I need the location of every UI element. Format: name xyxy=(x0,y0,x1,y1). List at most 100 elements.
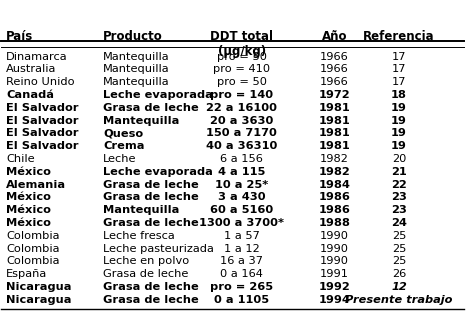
Text: 1981: 1981 xyxy=(318,103,350,113)
Text: 1991: 1991 xyxy=(320,269,349,279)
Text: 17: 17 xyxy=(392,64,406,74)
Text: 1990: 1990 xyxy=(320,243,349,254)
Text: Producto: Producto xyxy=(103,30,163,43)
Text: 16 a 37: 16 a 37 xyxy=(220,256,263,266)
Text: Chile: Chile xyxy=(6,154,35,164)
Text: pro = 265: pro = 265 xyxy=(210,282,273,292)
Text: pro = 410: pro = 410 xyxy=(213,64,271,74)
Text: 21: 21 xyxy=(391,167,407,177)
Text: 60 a 5160: 60 a 5160 xyxy=(210,205,273,215)
Text: 24: 24 xyxy=(391,218,407,228)
Text: Mantequilla: Mantequilla xyxy=(103,64,170,74)
Text: 1982: 1982 xyxy=(320,154,349,164)
Text: 1984: 1984 xyxy=(318,179,350,190)
Text: 26: 26 xyxy=(392,269,406,279)
Text: 3 a 430: 3 a 430 xyxy=(218,192,265,202)
Text: El Salvador: El Salvador xyxy=(6,103,79,113)
Text: 18: 18 xyxy=(391,90,407,100)
Text: 20: 20 xyxy=(392,154,406,164)
Text: 22: 22 xyxy=(391,179,407,190)
Text: 17: 17 xyxy=(392,77,406,87)
Text: 1966: 1966 xyxy=(320,64,349,74)
Text: El Salvador: El Salvador xyxy=(6,141,79,151)
Text: pro = 50: pro = 50 xyxy=(217,77,267,87)
Text: Nicaragua: Nicaragua xyxy=(6,295,72,305)
Text: 0 a 164: 0 a 164 xyxy=(220,269,263,279)
Text: 25: 25 xyxy=(392,243,406,254)
Text: Referencia: Referencia xyxy=(363,30,435,43)
Text: 25: 25 xyxy=(392,256,406,266)
Text: Grasa de leche: Grasa de leche xyxy=(103,269,189,279)
Text: 1988: 1988 xyxy=(318,218,350,228)
Text: 1966: 1966 xyxy=(320,77,349,87)
Text: 40 a 36310: 40 a 36310 xyxy=(206,141,278,151)
Text: 10 a 25*: 10 a 25* xyxy=(215,179,268,190)
Text: 19: 19 xyxy=(391,141,407,151)
Text: Leche evaporada: Leche evaporada xyxy=(103,167,213,177)
Text: Grasa de leche: Grasa de leche xyxy=(103,218,199,228)
Text: 23: 23 xyxy=(391,192,407,202)
Text: Grasa de leche: Grasa de leche xyxy=(103,179,199,190)
Text: El Salvador: El Salvador xyxy=(6,128,79,138)
Text: 1992: 1992 xyxy=(318,282,350,292)
Text: Presente trabajo: Presente trabajo xyxy=(345,295,453,305)
Text: Mantequilla: Mantequilla xyxy=(103,205,179,215)
Text: 1981: 1981 xyxy=(318,141,350,151)
Text: México: México xyxy=(6,192,51,202)
Text: 150 a 7170: 150 a 7170 xyxy=(206,128,277,138)
Text: Reino Unido: Reino Unido xyxy=(6,77,74,87)
Text: 19: 19 xyxy=(391,128,407,138)
Text: Leche: Leche xyxy=(103,154,137,164)
Text: El Salvador: El Salvador xyxy=(6,115,79,126)
Text: 1986: 1986 xyxy=(318,192,350,202)
Text: Crema: Crema xyxy=(103,141,145,151)
Text: País: País xyxy=(6,30,33,43)
Text: Grasa de leche: Grasa de leche xyxy=(103,103,199,113)
Text: Grasa de leche: Grasa de leche xyxy=(103,282,199,292)
Text: 1 a 57: 1 a 57 xyxy=(224,231,260,241)
Text: 20 a 3630: 20 a 3630 xyxy=(210,115,273,126)
Text: 1300 a 3700*: 1300 a 3700* xyxy=(199,218,284,228)
Text: Mantequilla: Mantequilla xyxy=(103,77,170,87)
Text: Leche en polvo: Leche en polvo xyxy=(103,256,190,266)
Text: Australia: Australia xyxy=(6,64,56,74)
Text: Mantequilla: Mantequilla xyxy=(103,52,170,61)
Text: Colombia: Colombia xyxy=(6,231,59,241)
Text: 12: 12 xyxy=(391,282,407,292)
Text: 25: 25 xyxy=(392,231,406,241)
Text: 1990: 1990 xyxy=(320,231,349,241)
Text: Alemania: Alemania xyxy=(6,179,66,190)
Text: México: México xyxy=(6,205,51,215)
Text: 1981: 1981 xyxy=(318,115,350,126)
Text: 23: 23 xyxy=(391,205,407,215)
Text: 6 a 156: 6 a 156 xyxy=(220,154,263,164)
Text: Queso: Queso xyxy=(103,128,143,138)
Text: pro = 50: pro = 50 xyxy=(217,52,267,61)
Text: 1 a 12: 1 a 12 xyxy=(224,243,260,254)
Text: 1982: 1982 xyxy=(318,167,350,177)
Text: Colombia: Colombia xyxy=(6,256,59,266)
Text: Nicaragua: Nicaragua xyxy=(6,282,72,292)
Text: Año: Año xyxy=(322,30,347,43)
Text: 17: 17 xyxy=(392,52,406,61)
Text: 19: 19 xyxy=(391,115,407,126)
Text: 1994: 1994 xyxy=(318,295,350,305)
Text: México: México xyxy=(6,218,51,228)
Text: 22 a 16100: 22 a 16100 xyxy=(206,103,277,113)
Text: DDT total
(μg/kg): DDT total (μg/kg) xyxy=(210,30,273,58)
Text: España: España xyxy=(6,269,47,279)
Text: Leche fresca: Leche fresca xyxy=(103,231,175,241)
Text: Grasa de leche: Grasa de leche xyxy=(103,192,199,202)
Text: México: México xyxy=(6,167,51,177)
Text: Colombia: Colombia xyxy=(6,243,59,254)
Text: 1966: 1966 xyxy=(320,52,349,61)
Text: 1981: 1981 xyxy=(318,128,350,138)
Text: Mantequilla: Mantequilla xyxy=(103,115,179,126)
Text: 19: 19 xyxy=(391,103,407,113)
Text: 0 a 1105: 0 a 1105 xyxy=(214,295,269,305)
Text: pro = 140: pro = 140 xyxy=(210,90,273,100)
Text: Dinamarca: Dinamarca xyxy=(6,52,68,61)
Text: Leche evaporada: Leche evaporada xyxy=(103,90,213,100)
Text: Canadá: Canadá xyxy=(6,90,54,100)
Text: 1972: 1972 xyxy=(318,90,350,100)
